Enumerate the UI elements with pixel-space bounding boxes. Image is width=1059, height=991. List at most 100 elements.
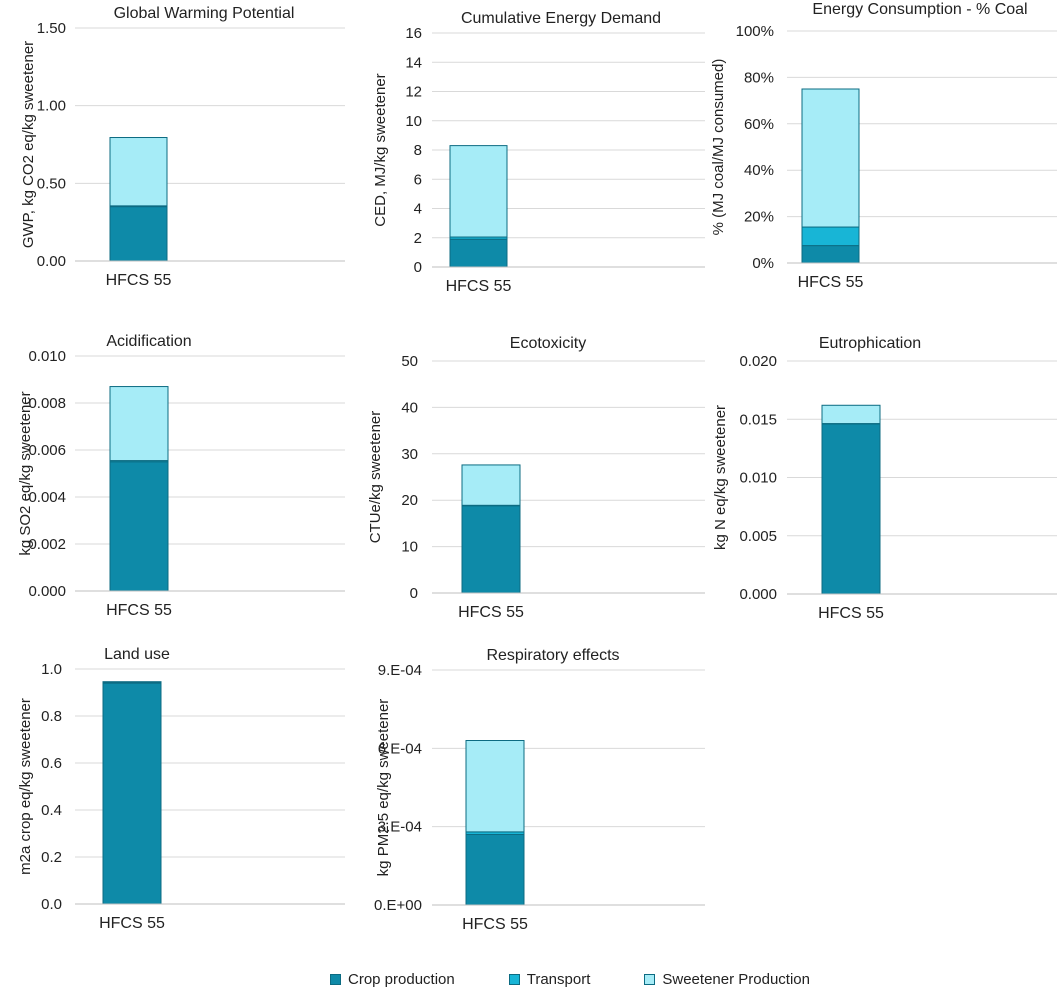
chart-cumulative-energy-demand-ytick-label: 16 — [405, 25, 422, 42]
chart-ecotoxicity-ytick-label: 20 — [401, 492, 418, 509]
chart-cumulative-energy-demand-bar-sweetener-production — [449, 145, 508, 238]
chart-energy-consumption-coal-ytick-label: 40% — [744, 162, 774, 179]
chart-respiratory-effects-ytick-label: 3.E-04 — [378, 819, 422, 836]
chart-eutrophication-bar-crop-production — [821, 423, 881, 595]
chart-eutrophication-ytick-label: 0.010 — [739, 470, 777, 487]
chart-cumulative-energy-demand-category-label: HFCS 55 — [446, 278, 512, 295]
chart-ecotoxicity: 0 10 20 30 40 50 HFCS 55 Ecotoxicity CTUe/kg swe… — [367, 335, 705, 621]
chart-ecotoxicity-ytick-label: 0 — [410, 585, 418, 602]
chart-cumulative-energy-demand-bar-crop-production — [449, 238, 508, 268]
chart-eutrophication-bar-sweetener-production — [821, 404, 881, 425]
chart-acidification-ytick-label: 0.004 — [28, 489, 66, 506]
chart-land-use-ytick-label: 0.0 — [41, 896, 62, 913]
chart-acidification: 0.000 0.002 0.004 0.006 0.008 0.010 HFCS 55 Aci… — [17, 333, 345, 619]
chart-respiratory-effects-ylabel: kg PM2.5 eq/kg sweetener — [375, 699, 392, 877]
chart-global-warming-potential: 0.00 0.50 1.00 1.50 HFCS 55 Global Warming Po… — [20, 5, 345, 289]
chart-global-warming-potential-ylabel: GWP, kg CO2 eq/kg sweetener — [20, 41, 37, 248]
chart-acidification-title: Acidification — [106, 333, 191, 350]
chart-energy-consumption-coal: 0% 20% 40% 60% 80% 100% HFCS 55 Energy Consumpt… — [710, 1, 1057, 291]
chart-global-warming-potential-bar-crop-production — [109, 206, 168, 262]
chart-global-warming-potential-ytick-label: 1.50 — [37, 20, 66, 37]
chart-ecotoxicity-category-label: HFCS 55 — [458, 604, 524, 621]
chart-acidification-bar-sweetener-production — [109, 386, 169, 462]
chart-ecotoxicity-ylabel: CTUe/kg sweetener — [367, 411, 384, 544]
chart-acidification-ytick-label: 0.010 — [28, 348, 66, 365]
chart-acidification-ylabel: kg SO2 eq/kg sweetener — [17, 391, 34, 555]
legend-label-transport: Transport — [526, 970, 591, 988]
chart-respiratory-effects-bar-crop-production — [465, 834, 525, 906]
chart-land-use-ytick-label: 0.2 — [41, 849, 62, 866]
chart-land-use-ytick-label: 1.0 — [41, 661, 62, 678]
chart-global-warming-potential-ytick-label: 0.00 — [37, 253, 66, 270]
chart-respiratory-effects-ytick-label: 0.E+00 — [374, 897, 422, 914]
chart-eutrophication-category-label: HFCS 55 — [818, 605, 884, 622]
chart-eutrophication-ylabel: kg N eq/kg sweetener — [712, 405, 729, 550]
chart-energy-consumption-coal-bar-sweetener-production — [801, 88, 860, 228]
chart-energy-consumption-coal-bar-crop-production — [801, 245, 860, 264]
chart-cumulative-energy-demand-title: Cumulative Energy Demand — [461, 10, 661, 27]
chart-land-use: 0.0 0.2 0.4 0.6 0.8 1.0 HFCS 55 Land use m2a cro… — [17, 646, 345, 932]
chart-eutrophication: 0.000 0.005 0.010 0.015 0.020 HFCS 55 Eutrophi… — [712, 335, 1057, 622]
chart-eutrophication-ytick-label: 0.005 — [739, 528, 777, 545]
chart-ecotoxicity-ytick-label: 10 — [401, 539, 418, 556]
chart-ecotoxicity-ytick-label: 30 — [401, 446, 418, 463]
chart-acidification-ytick-label: 0.000 — [28, 583, 66, 600]
chart-land-use-category-label: HFCS 55 — [99, 915, 165, 932]
chart-ecotoxicity-ytick-label: 50 — [401, 353, 418, 370]
legend: Crop production Transport Sweetener Prod… — [330, 968, 810, 990]
chart-acidification-ytick-label: 0.006 — [28, 442, 66, 459]
chart-ecotoxicity-bar-sweetener-production — [461, 464, 521, 506]
chart-energy-consumption-coal-ytick-label: 20% — [744, 209, 774, 226]
chart-energy-consumption-coal-ytick-label: 80% — [744, 69, 774, 86]
chart-energy-consumption-coal-title: Energy Consumption - % Coal — [812, 1, 1027, 18]
legend-swatch-sweetener-production — [644, 973, 656, 985]
chart-energy-consumption-coal-ytick-label: 60% — [744, 116, 774, 133]
legend-item-transport: Transport — [508, 970, 591, 988]
chart-land-use-ylabel: m2a crop eq/kg sweetener — [17, 698, 34, 875]
chart-acidification-category-label: HFCS 55 — [106, 602, 172, 619]
chart-eutrophication-ytick-label: 0.000 — [739, 586, 777, 603]
chart-acidification-ytick-label: 0.002 — [28, 536, 66, 553]
legend-swatch-crop-production — [330, 973, 341, 985]
chart-land-use-title: Land use — [104, 646, 170, 663]
chart-ecotoxicity-title: Ecotoxicity — [510, 335, 586, 352]
chart-eutrophication-title: Eutrophication — [819, 335, 921, 352]
legend-item-crop-production: Crop production — [330, 971, 455, 988]
chart-energy-consumption-coal-ytick-label: 0% — [752, 255, 774, 272]
chart-respiratory-effects-ytick-label: 9.E-04 — [378, 662, 422, 679]
chart-eutrophication-ytick-label: 0.015 — [739, 411, 777, 428]
chart-global-warming-potential-ytick-label: 1.00 — [37, 98, 66, 115]
chart-land-use-bar-crop-production — [102, 682, 162, 905]
chart-cumulative-energy-demand-ytick-label: 12 — [405, 84, 422, 101]
chart-cumulative-energy-demand-ytick-label: 0 — [414, 259, 422, 276]
chart-global-warming-potential-title: Global Warming Potential — [114, 5, 295, 22]
chart-cumulative-energy-demand-ytick-label: 10 — [405, 113, 422, 130]
chart-cumulative-energy-demand-ytick-label: 14 — [405, 54, 422, 71]
chart-ecotoxicity-ytick-label: 40 — [401, 399, 418, 416]
chart-cumulative-energy-demand-ylabel: CED, MJ/kg sweetener — [372, 73, 389, 226]
chart-cumulative-energy-demand: 0 2 4 6 8 10 12 14 16 HFCS 55 Cumulative Energy De… — [372, 10, 705, 295]
chart-global-warming-potential-bar-sweetener-production — [109, 137, 168, 207]
chart-energy-consumption-coal-bar-transport — [801, 226, 860, 247]
chart-cumulative-energy-demand-ytick-label: 4 — [414, 201, 422, 218]
chart-energy-consumption-coal-ytick-label: 100% — [736, 23, 774, 40]
chart-land-use-ytick-label: 0.4 — [41, 802, 62, 819]
chart-cumulative-energy-demand-ytick-label: 2 — [414, 230, 422, 247]
chart-respiratory-effects-ytick-label: 6.E-04 — [378, 740, 422, 757]
chart-energy-consumption-coal-ylabel: % (MJ coal/MJ consumed) — [710, 59, 727, 236]
chart-acidification-ytick-label: 0.008 — [28, 395, 66, 412]
chart-global-warming-potential-category-label: HFCS 55 — [106, 272, 172, 289]
chart-global-warming-potential-ytick-label: 0.50 — [37, 175, 66, 192]
chart-respiratory-effects-bar-sweetener-production — [465, 740, 525, 833]
chart-respiratory-effects-title: Respiratory effects — [486, 647, 619, 664]
chart-eutrophication-ytick-label: 0.020 — [739, 353, 777, 370]
chart-respiratory-effects-category-label: HFCS 55 — [462, 916, 528, 933]
legend-label-crop-production: Crop production — [348, 970, 455, 988]
chart-cumulative-energy-demand-ytick-label: 6 — [414, 171, 422, 188]
legend-label-sweetener-production: Sweetener Production — [662, 970, 810, 988]
chart-acidification-bar-crop-production — [109, 461, 169, 592]
chart-land-use-bar-sweetener-production — [102, 681, 162, 684]
chart-land-use-ytick-label: 0.8 — [41, 708, 62, 725]
chart-land-use-ytick-label: 0.6 — [41, 755, 62, 772]
